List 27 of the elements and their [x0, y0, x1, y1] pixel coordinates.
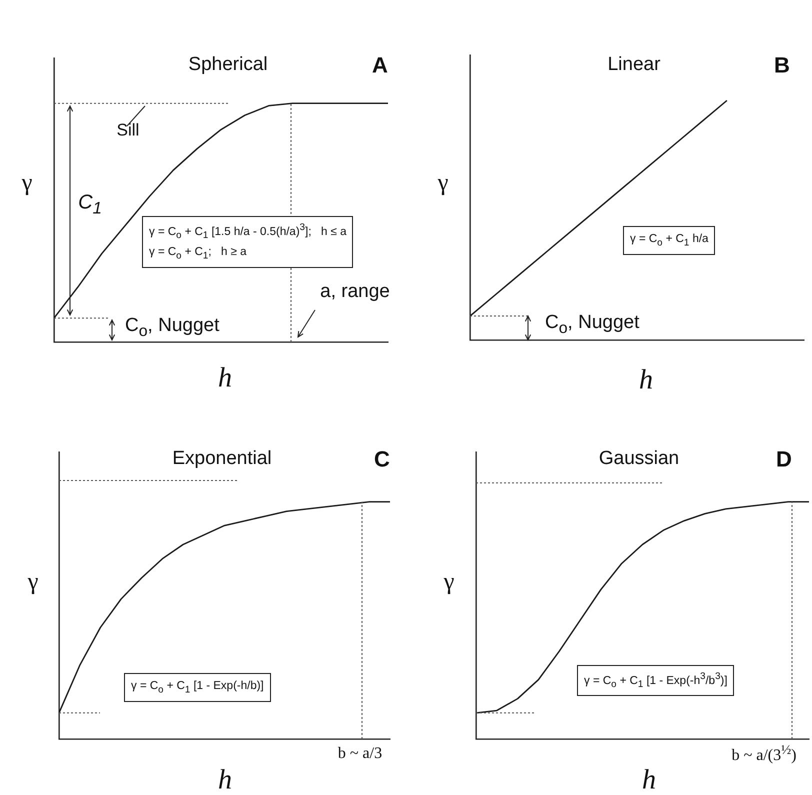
y-axis-title: γ [438, 169, 448, 198]
y-axis-title: γ [444, 568, 454, 597]
text: C [374, 445, 390, 473]
annotation: C$_{o}$, Nugget [125, 314, 220, 342]
text: γ = C$_{o}$ + C$_{1}$ [1.5 h/a - 0.5(h/a)$^{3}$]; h ≤ a γ = C$_{o}$ + C$_{1}$; h ≥ a [149, 222, 346, 262]
text: γ = C$_{o}$ + C$_{1}$ [1 - Exp(-h$^{3}$/b$^{3}$)] [584, 671, 728, 690]
annotation: C$_{o}$, Nugget [545, 311, 640, 339]
y-axis-title: γ [28, 568, 38, 597]
y-axis-title: γ [22, 169, 32, 198]
text: B [774, 51, 790, 79]
text: b ~ a/(3$^{½}$) [732, 742, 796, 766]
annotation: C$_{1}$ [78, 190, 102, 220]
x-axis-title: h [218, 362, 232, 396]
chart-title: Exponential [172, 447, 272, 471]
x-axis-title: h [642, 764, 656, 795]
x-axis-title: h [218, 764, 232, 795]
text: b ~ a/3 [338, 744, 382, 764]
text: A [372, 51, 388, 79]
chart-title: Linear [608, 53, 660, 77]
chart-title: Spherical [188, 53, 268, 77]
text: D [776, 445, 792, 473]
annotation: γ = C$_{o}$ + C$_{1}$ [1 - Exp(-h/b)] [124, 673, 271, 702]
chart-title: Gaussian [598, 447, 680, 471]
x-axis-title: h [639, 364, 653, 398]
annotation: γ = C$_{o}$ + C$_{1}$ h/a [623, 226, 716, 255]
annotation: Sill [116, 119, 140, 141]
annotation: a, range [320, 280, 390, 304]
